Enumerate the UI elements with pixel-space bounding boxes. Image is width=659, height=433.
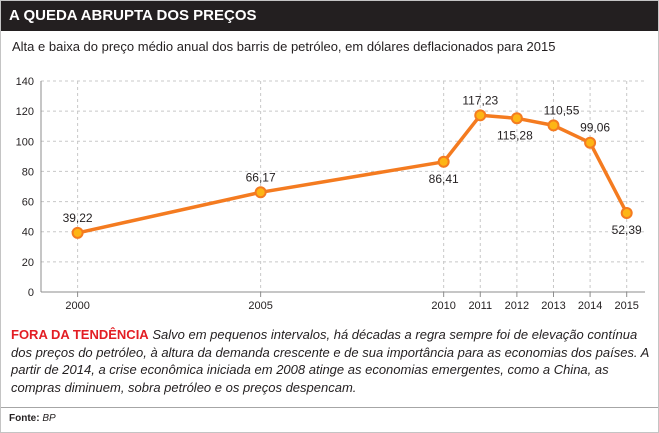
y-tick-label: 140 — [16, 76, 34, 88]
data-label: 86,41 — [429, 172, 459, 186]
x-tick-label: 2000 — [65, 300, 89, 312]
y-tick-label: 100 — [16, 136, 34, 148]
data-label: 117,23 — [462, 93, 498, 107]
data-point — [547, 119, 560, 132]
data-point — [620, 207, 633, 220]
chart-subtitle: Alta e baixa do preço médio anual dos ba… — [12, 39, 556, 54]
source-divider — [1, 407, 658, 408]
y-tick-label: 0 — [28, 287, 34, 299]
data-label: 115,28 — [497, 128, 533, 142]
data-label: 52,39 — [612, 223, 642, 237]
x-tick-label: 2013 — [541, 300, 565, 312]
x-tick-label: 2014 — [578, 300, 602, 312]
y-tick-label: 20 — [22, 257, 34, 269]
x-tick-label: 2012 — [505, 300, 529, 312]
x-tick-label: 2010 — [431, 300, 455, 312]
source-label: Fonte: — [9, 413, 40, 424]
data-point — [437, 155, 450, 168]
grid — [41, 80, 645, 292]
line-chart: 0 20 40 60 80 100 120 140 2000 2005 2010 2011 2012 20… — [16, 76, 645, 312]
y-tick-label: 80 — [22, 166, 34, 178]
data-label: 110,55 — [544, 103, 580, 117]
y-tick-label: 60 — [22, 197, 34, 209]
x-tick-label: 2011 — [468, 300, 492, 312]
x-tick-label: 2015 — [614, 300, 638, 312]
y-tick-label: 40 — [22, 227, 34, 239]
x-tick-label: 2005 — [248, 300, 272, 312]
data-point — [254, 186, 267, 199]
data-point — [474, 109, 487, 122]
data-label: 39,22 — [63, 211, 93, 225]
y-tick-label: 120 — [16, 106, 34, 118]
data-point — [510, 112, 523, 125]
series-line — [75, 113, 629, 235]
source: Fonte: BP — [9, 412, 56, 426]
data-label: 99,06 — [580, 121, 610, 135]
data-point — [584, 136, 597, 149]
title-bar: A QUEDA ABRUPTA DOS PREÇOS — [1, 1, 658, 31]
note-heading: FORA DA TENDÊNCIA — [11, 327, 149, 342]
data-point — [71, 226, 84, 239]
data-label: 66,17 — [246, 170, 276, 184]
note: FORA DA TENDÊNCIA Salvo em pequenos inte… — [11, 326, 651, 396]
source-value: BP — [42, 413, 56, 424]
note-body: Salvo em pequenos intervalos, há décadas… — [11, 327, 649, 395]
chart-title: A QUEDA ABRUPTA DOS PREÇOS — [9, 7, 257, 24]
